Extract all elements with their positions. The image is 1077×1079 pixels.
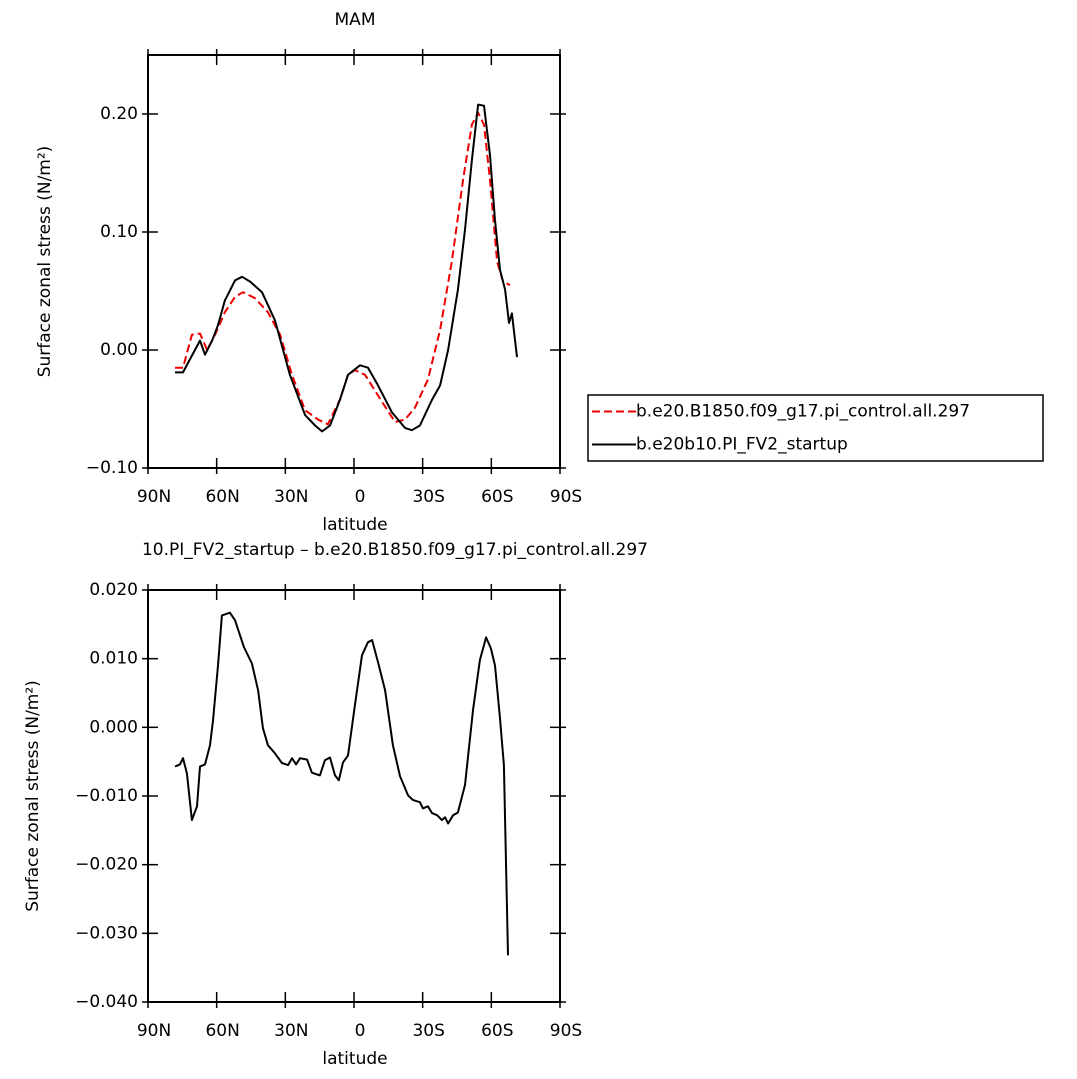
x-tick-label: 90S xyxy=(550,487,582,507)
y-tick-label: −0.020 xyxy=(75,855,138,875)
y-tick-label: −0.040 xyxy=(75,992,138,1012)
x-tick-label: 90N xyxy=(137,1021,171,1041)
x-tick-label: 30N xyxy=(274,487,308,507)
y-tick-label: −0.10 xyxy=(86,458,138,478)
x-tick-label: 30S xyxy=(412,487,444,507)
x-tick-label: 60N xyxy=(205,487,239,507)
x-tick-label: 30S xyxy=(412,1021,444,1041)
x-axis-title: latitude xyxy=(322,515,387,535)
x-tick-label: 0 xyxy=(355,487,366,507)
x-tick-label: 60S xyxy=(481,1021,513,1041)
legend-label: b.e20.B1850.f09_g17.pi_control.all.297 xyxy=(636,402,970,422)
y-tick-label: 0.00 xyxy=(100,340,138,360)
y-tick-label: 0.20 xyxy=(100,104,138,124)
y-tick-label: 0.010 xyxy=(89,649,138,669)
x-axis-title: latitude xyxy=(322,1049,387,1069)
x-tick-label: 60N xyxy=(205,1021,239,1041)
x-tick-label: 60S xyxy=(481,487,513,507)
x-tick-label: 90S xyxy=(550,1021,582,1041)
chart-title: 10.PI_FV2_startup – b.e20.B1850.f09_g17.… xyxy=(142,540,648,560)
y-tick-label: −0.010 xyxy=(75,786,138,806)
x-tick-label: 0 xyxy=(355,1021,366,1041)
y-tick-label: −0.030 xyxy=(75,923,138,943)
data-line xyxy=(175,103,518,433)
y-axis-title: Surface zonal stress (N/m²) xyxy=(23,680,43,912)
x-tick-label: 30N xyxy=(274,1021,308,1041)
plot-frame xyxy=(147,589,561,1003)
x-tick-label: 90N xyxy=(137,487,171,507)
legend-label: b.e20b10.PI_FV2_startup xyxy=(636,435,848,455)
y-tick-label: 0.000 xyxy=(89,717,138,737)
data-line xyxy=(174,611,509,956)
legend-box xyxy=(587,394,1044,462)
y-tick-label: 0.10 xyxy=(100,222,138,242)
chart-title: MAM xyxy=(335,10,376,30)
y-axis-title: Surface zonal stress (N/m²) xyxy=(35,146,55,378)
y-tick-label: 0.020 xyxy=(89,580,138,600)
